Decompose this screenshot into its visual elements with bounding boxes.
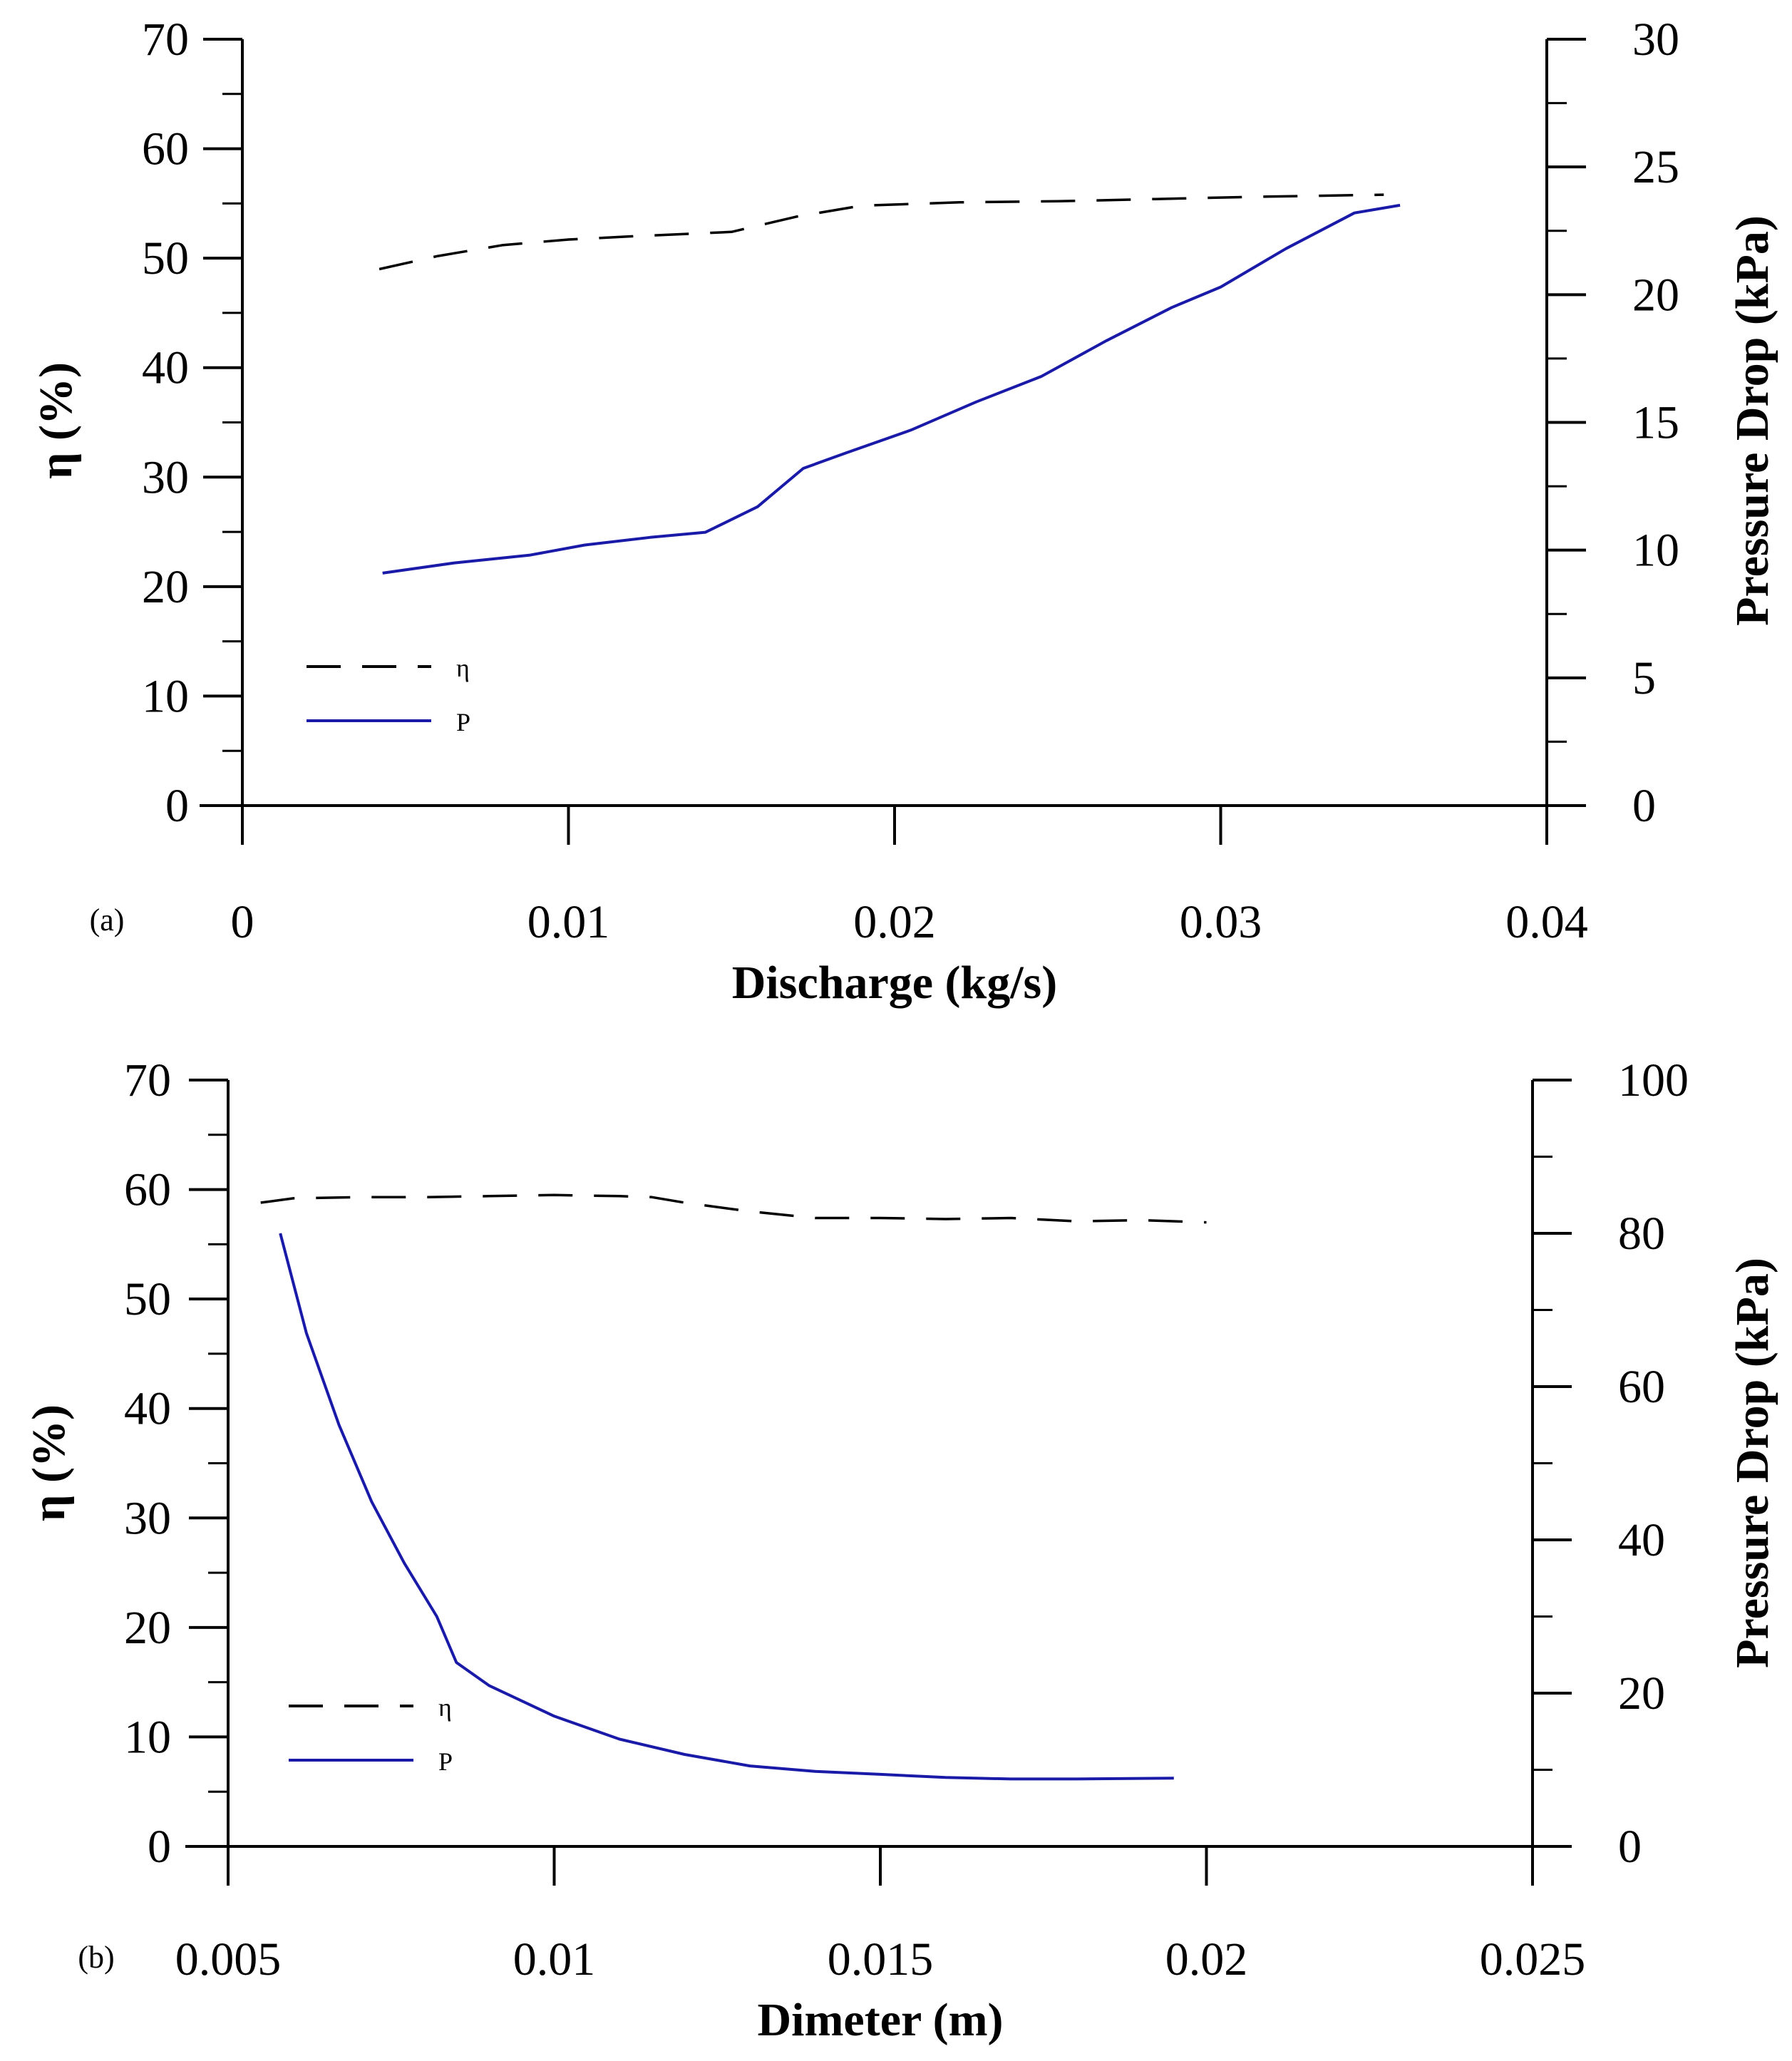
panel-b-xtick-label: 0.005	[175, 1933, 282, 1985]
panel-b-xtick-label: 0.015	[828, 1933, 934, 1985]
panel-a-y-axis-title-right: Pressure Drop (kPa)	[1726, 215, 1778, 626]
panel-a-ytick-label-left: 70	[142, 14, 189, 66]
panel-a-legend-label: η	[456, 654, 470, 682]
panel-a-series-p-line	[382, 203, 1401, 575]
panel-b-legend-label: η	[438, 1693, 452, 1722]
panel-a-panel-label: (a)	[90, 903, 125, 937]
panel-a-ytick-label-left: 60	[142, 123, 189, 175]
panel-a-ytick-label-left: 30	[142, 451, 189, 503]
panel-b-ytick-label-right: 60	[1618, 1361, 1665, 1413]
panel-b-ytick-label-right: 40	[1618, 1514, 1665, 1566]
panel-b-ytick-label-left: 70	[124, 1054, 171, 1106]
panel-b-ytick-label-left: 30	[124, 1492, 171, 1544]
panel-b-ytick-label-right: 100	[1618, 1054, 1689, 1106]
panel-a-xtick-label: 0.04	[1505, 896, 1588, 948]
panel-a-ytick-label-right: 30	[1632, 14, 1679, 66]
panel-b: 0 10 20 30 40 50 60 70 0 20 40 60 80 100 0.005 0.01 0.01…	[23, 1054, 1778, 2046]
panel-b-ytick-label-right: 80	[1618, 1208, 1665, 1260]
panel-a-ytick-label-right: 10	[1632, 525, 1679, 577]
panel-a-ytick-label-right: 0	[1632, 780, 1656, 832]
panel-b-xtick-label: 0.01	[513, 1933, 596, 1985]
panel-a-ytick-label-left: 0	[165, 780, 189, 832]
panel-b-ytick-label-left: 10	[124, 1711, 171, 1763]
panel-b-ytick-label-right: 20	[1618, 1667, 1665, 1720]
panel-a-ytick-label-right: 5	[1632, 652, 1656, 704]
panel-b-ytick-label-left: 60	[124, 1164, 171, 1216]
panel-a-xtick-label: 0	[231, 896, 254, 948]
panel-b-ytick-label-left: 0	[148, 1821, 171, 1873]
panel-b-ytick-label-left: 40	[124, 1383, 171, 1435]
panel-a-ytick-label-right: 20	[1632, 269, 1679, 321]
panel-a-y-axis-title-left: η (%)	[30, 362, 82, 479]
panel-a-xtick-label: 0.01	[527, 896, 610, 948]
panel-a-ytick-label-right: 25	[1632, 141, 1679, 193]
panel-a-legend-label: P	[456, 708, 470, 736]
panel-b-y-axis-title-right: Pressure Drop (kPa)	[1726, 1258, 1778, 1668]
panel-a-xtick-label: 0.02	[853, 896, 936, 948]
panel-b-xtick-label: 0.025	[1480, 1933, 1586, 1985]
panel-a-series-eta-line	[379, 193, 1384, 271]
panel-a-ytick-label-left: 10	[142, 670, 189, 722]
panel-a-ytick-label-left: 40	[142, 342, 189, 394]
panel-b-panel-label: (b)	[78, 1940, 114, 1975]
panel-b-series-eta-line	[260, 1193, 1207, 1224]
panel-a-xtick-label: 0.03	[1180, 896, 1262, 948]
panel-b-ytick-label-left: 50	[124, 1273, 171, 1325]
panel-b-ytick-label-right: 0	[1618, 1821, 1642, 1873]
panel-b-y-axis-title-left: η (%)	[23, 1404, 75, 1521]
panel-b-series-p-line	[279, 1233, 1174, 1781]
panel-a-ytick-label-left: 50	[142, 232, 189, 284]
panel-b-xtick-label: 0.02	[1165, 1933, 1248, 1985]
panel-a: 0 10 20 30 40 50 60 70 0 5 10 15 20 25 30 0 0.01 0.02 0.03…	[30, 14, 1778, 1009]
panel-a-x-axis-title: Discharge (kg/s)	[732, 957, 1057, 1009]
panel-a-ytick-label-left: 20	[142, 561, 189, 613]
panel-b-x-axis-title: Dimeter (m)	[757, 1994, 1003, 2046]
panel-a-ytick-label-right: 15	[1632, 397, 1679, 449]
panel-b-legend-label: P	[438, 1747, 453, 1776]
panel-b-ytick-label-left: 20	[124, 1602, 171, 1654]
